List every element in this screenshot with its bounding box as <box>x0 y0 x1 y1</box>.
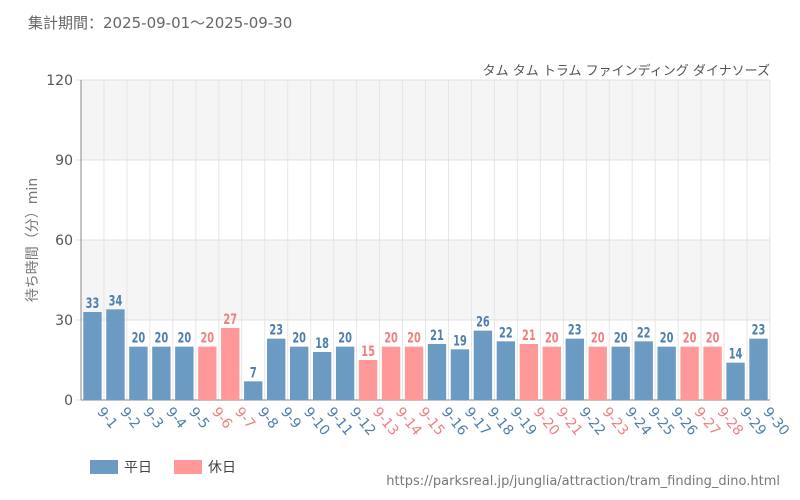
value-label-9-1: 33 <box>86 295 100 312</box>
value-label-9-2: 34 <box>109 292 123 309</box>
bar-9-2 <box>106 309 125 400</box>
value-label-9-28: 20 <box>706 329 720 346</box>
bar-9-26 <box>657 346 676 400</box>
legend-label-weekday: 平日 <box>124 460 152 476</box>
bar-9-10 <box>289 346 309 400</box>
bar-9-20 <box>519 344 539 400</box>
legend-item-weekday: 平日 <box>90 457 152 477</box>
bar-9-11 <box>312 352 332 400</box>
value-label-9-15: 20 <box>407 329 421 346</box>
period-label: 集計期間：2025-09-01～2025-09-30 <box>28 14 293 32</box>
value-label-9-14: 20 <box>384 329 398 346</box>
bar-9-21 <box>542 346 562 400</box>
value-label-9-12: 20 <box>338 329 352 346</box>
x-tick-label-9-8: 9-8 <box>254 404 281 432</box>
value-label-9-29: 14 <box>729 345 743 362</box>
bar-9-22 <box>565 338 584 400</box>
value-label-9-17: 19 <box>453 332 467 349</box>
value-label-9-10: 20 <box>292 329 306 346</box>
value-label-9-8: 7 <box>250 364 257 381</box>
value-label-9-6: 20 <box>200 329 214 346</box>
bar-9-23 <box>588 346 607 400</box>
bar-9-24 <box>611 346 630 400</box>
value-label-9-20: 21 <box>522 327 536 344</box>
value-label-9-3: 20 <box>132 329 146 346</box>
value-label-9-23: 20 <box>591 329 605 346</box>
value-label-9-24: 20 <box>614 329 628 346</box>
x-tick-label-9-4: 9-4 <box>162 404 189 432</box>
bar-9-3 <box>129 346 148 400</box>
value-label-9-25: 22 <box>637 324 651 341</box>
value-label-9-22: 23 <box>568 321 582 338</box>
bar-9-19 <box>496 341 516 400</box>
legend-swatch-weekday <box>90 460 118 474</box>
bar-9-6 <box>198 346 217 400</box>
y-tick-label: 0 <box>64 393 73 409</box>
x-tick-label-9-5: 9-5 <box>185 404 212 432</box>
bar-9-18 <box>473 330 493 400</box>
bar-9-28 <box>703 346 722 400</box>
bar-9-1 <box>83 312 102 400</box>
bar-9-15 <box>404 346 424 400</box>
legend-label-holiday: 休日 <box>208 460 236 476</box>
bar-9-13 <box>358 360 378 400</box>
bar-9-17 <box>450 349 470 400</box>
value-label-9-5: 20 <box>178 329 192 346</box>
x-tick-label-9-1: 9-1 <box>93 404 120 432</box>
value-label-9-27: 20 <box>683 329 697 346</box>
value-label-9-26: 20 <box>660 329 674 346</box>
value-label-9-16: 21 <box>430 327 444 344</box>
value-label-9-7: 27 <box>223 311 237 328</box>
bar-9-30 <box>749 338 768 400</box>
x-tick-label-9-3: 9-3 <box>139 404 166 432</box>
bar-9-5 <box>175 346 194 400</box>
bar-9-7 <box>221 328 240 400</box>
x-tick-label-9-2: 9-2 <box>116 404 143 432</box>
value-label-9-13: 15 <box>361 343 375 360</box>
y-tick-label: 120 <box>46 73 73 89</box>
x-tick-label-9-7: 9-7 <box>231 404 258 432</box>
bar-9-27 <box>680 346 699 400</box>
legend: 平日 休日 <box>90 457 258 477</box>
chart-title: タム タム トラム ファインディング ダイナソーズ <box>482 64 770 79</box>
value-label-9-9: 23 <box>269 321 283 338</box>
legend-item-holiday: 休日 <box>174 457 236 477</box>
y-tick-label: 60 <box>55 233 73 249</box>
value-label-9-30: 23 <box>752 321 766 338</box>
value-label-9-21: 20 <box>545 329 559 346</box>
bar-9-12 <box>335 346 355 400</box>
value-label-9-19: 22 <box>499 324 513 341</box>
x-tick-label-9-9: 9-9 <box>277 404 304 432</box>
bar-9-14 <box>381 346 401 400</box>
bar-9-25 <box>634 341 653 400</box>
legend-swatch-holiday <box>174 460 202 474</box>
bar-9-16 <box>427 344 447 400</box>
bar-9-29 <box>726 362 745 400</box>
y-tick-label: 90 <box>55 153 73 169</box>
bar-9-4 <box>152 346 171 400</box>
value-label-9-18: 26 <box>476 313 490 330</box>
value-label-9-11: 18 <box>315 335 329 352</box>
bar-9-8 <box>244 381 263 400</box>
bar-9-9 <box>267 338 286 400</box>
value-label-9-4: 20 <box>155 329 169 346</box>
source-url: https://parksreal.jp/junglia/attraction/… <box>386 474 780 489</box>
x-tick-label-9-6: 9-6 <box>208 404 235 432</box>
y-tick-label: 30 <box>55 313 73 329</box>
